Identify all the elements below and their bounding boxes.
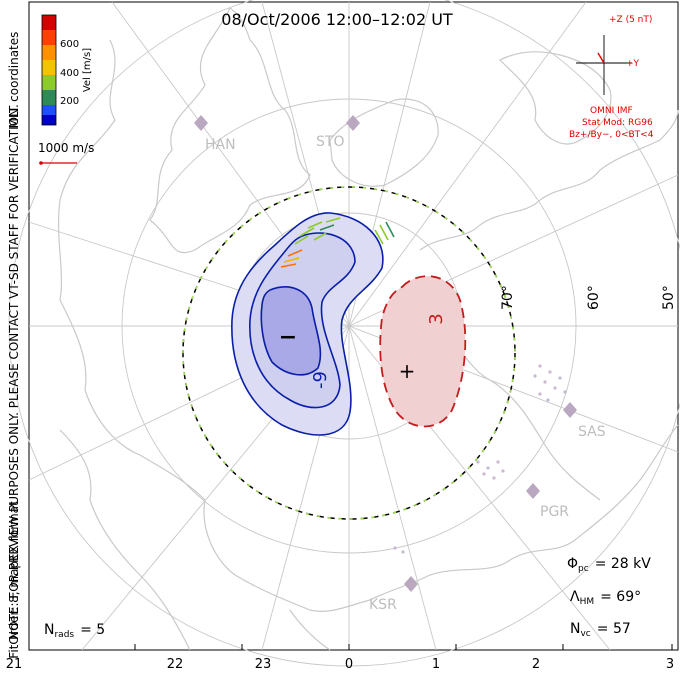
velocity-scale-label: 1000 m/s xyxy=(38,141,94,155)
colorbar-tick-600: 600 xyxy=(60,39,79,50)
radar-label-sas: SAS xyxy=(578,424,606,440)
radar-labels: HAN STO SAS PGR KSR xyxy=(205,134,606,613)
n-vc-symbol: N xyxy=(570,621,580,637)
dawn-cell-sign: + xyxy=(399,359,416,383)
nrads-value: = 5 xyxy=(80,622,105,638)
preview-note: NOTE: FOR PREVIEW PURPOSES ONLY. PLEASE … xyxy=(7,104,21,640)
svg-text:Nrads= 5: Nrads = 5 xyxy=(44,622,105,640)
dusk-cell-sign: − xyxy=(279,325,297,350)
radar-label-pgr: PGR xyxy=(540,504,569,520)
mlt-label-21: 21 xyxy=(6,657,23,672)
nrads-symbol: N xyxy=(44,622,54,638)
lambda-hm-sub: HM xyxy=(580,597,595,607)
map-title: 08/Oct/2006 12:00–12:02 UT xyxy=(221,10,453,29)
mlt-label-0: 0 xyxy=(345,657,353,672)
svg-text:Φpc= 28 kV: Φpc = 28 kV xyxy=(567,556,651,574)
velocity-vectors xyxy=(280,217,395,268)
imf-by-label: +Y xyxy=(626,59,640,69)
mlt-labels: 21 22 23 0 1 2 3 xyxy=(6,657,674,672)
lambda-hm-symbol: Λ xyxy=(570,589,580,605)
latitude-labels: 70° 60° 50° xyxy=(500,285,677,310)
mlt-label-2: 2 xyxy=(532,657,540,672)
velocity-scale: 1000 m/s xyxy=(38,141,94,165)
n-vc-value: = 57 xyxy=(597,621,631,637)
coastlines xyxy=(57,7,679,651)
radar-label-han: HAN xyxy=(205,137,236,153)
svg-text:ΛHM= 69°: ΛHM = 69° xyxy=(570,589,641,607)
nrads-sub: rads xyxy=(54,630,74,640)
mlt-label-22: 22 xyxy=(167,657,184,672)
imf-model-label: Stat Mod: RG96 xyxy=(582,118,653,128)
dawn-cell-label: 3 xyxy=(426,313,447,324)
imf-source-label: OMNI IMF xyxy=(590,106,633,116)
phi-pc-sub: pc xyxy=(578,564,589,574)
colorbar-tick-200: 200 xyxy=(60,96,79,107)
lat-label-70: 70° xyxy=(500,285,516,310)
velocity-colorbar: 600 400 200 Vel [m/s] xyxy=(41,14,93,126)
mlt-axis xyxy=(28,644,673,650)
imf-bz-label: +Z (5 nT) xyxy=(609,15,652,25)
dusk-cell-label: -9 xyxy=(310,371,331,389)
imf-bin-label: Bz+/By−, 0<BT<4 xyxy=(569,130,654,140)
mlt-label-1: 1 xyxy=(432,657,440,672)
radar-label-ksr: KSR xyxy=(369,597,397,613)
lat-label-60: 60° xyxy=(586,285,602,310)
hm-boundary-vectors xyxy=(182,186,516,520)
colorbar-tick-400: 400 xyxy=(60,68,79,79)
radar-sites xyxy=(194,115,577,592)
stats-readout: Φpc = 28 kV ΛHM = 69° Nvc = 57 xyxy=(567,556,651,639)
lat-label-50: 50° xyxy=(661,285,677,310)
coordinate-label: MLT coordinates xyxy=(7,32,21,129)
nrads-readout: Nrads = 5 xyxy=(44,622,105,640)
svg-text:Nvc= 57: Nvc = 57 xyxy=(570,621,631,639)
mlt-label-23: 23 xyxy=(255,657,272,672)
radar-label-sto: STO xyxy=(316,134,344,150)
fit-order: FitOrder: 8, mapEX format xyxy=(7,501,21,659)
phi-pc-symbol: Φ xyxy=(567,556,578,572)
dawn-convection-cell: + 3 xyxy=(379,275,467,428)
colorbar-label: Vel [m/s] xyxy=(82,48,93,92)
mlt-label-3: 3 xyxy=(666,657,674,672)
phi-pc-value: = 28 kV xyxy=(595,556,652,572)
imf-clock-dial: +Z (5 nT) +Y OMNI IMF Stat Mod: RG96 Bz+… xyxy=(569,15,654,140)
n-vc-sub: vc xyxy=(580,629,590,639)
lambda-hm-value: = 69° xyxy=(600,589,641,605)
dusk-convection-cell: − -9 xyxy=(231,212,384,436)
